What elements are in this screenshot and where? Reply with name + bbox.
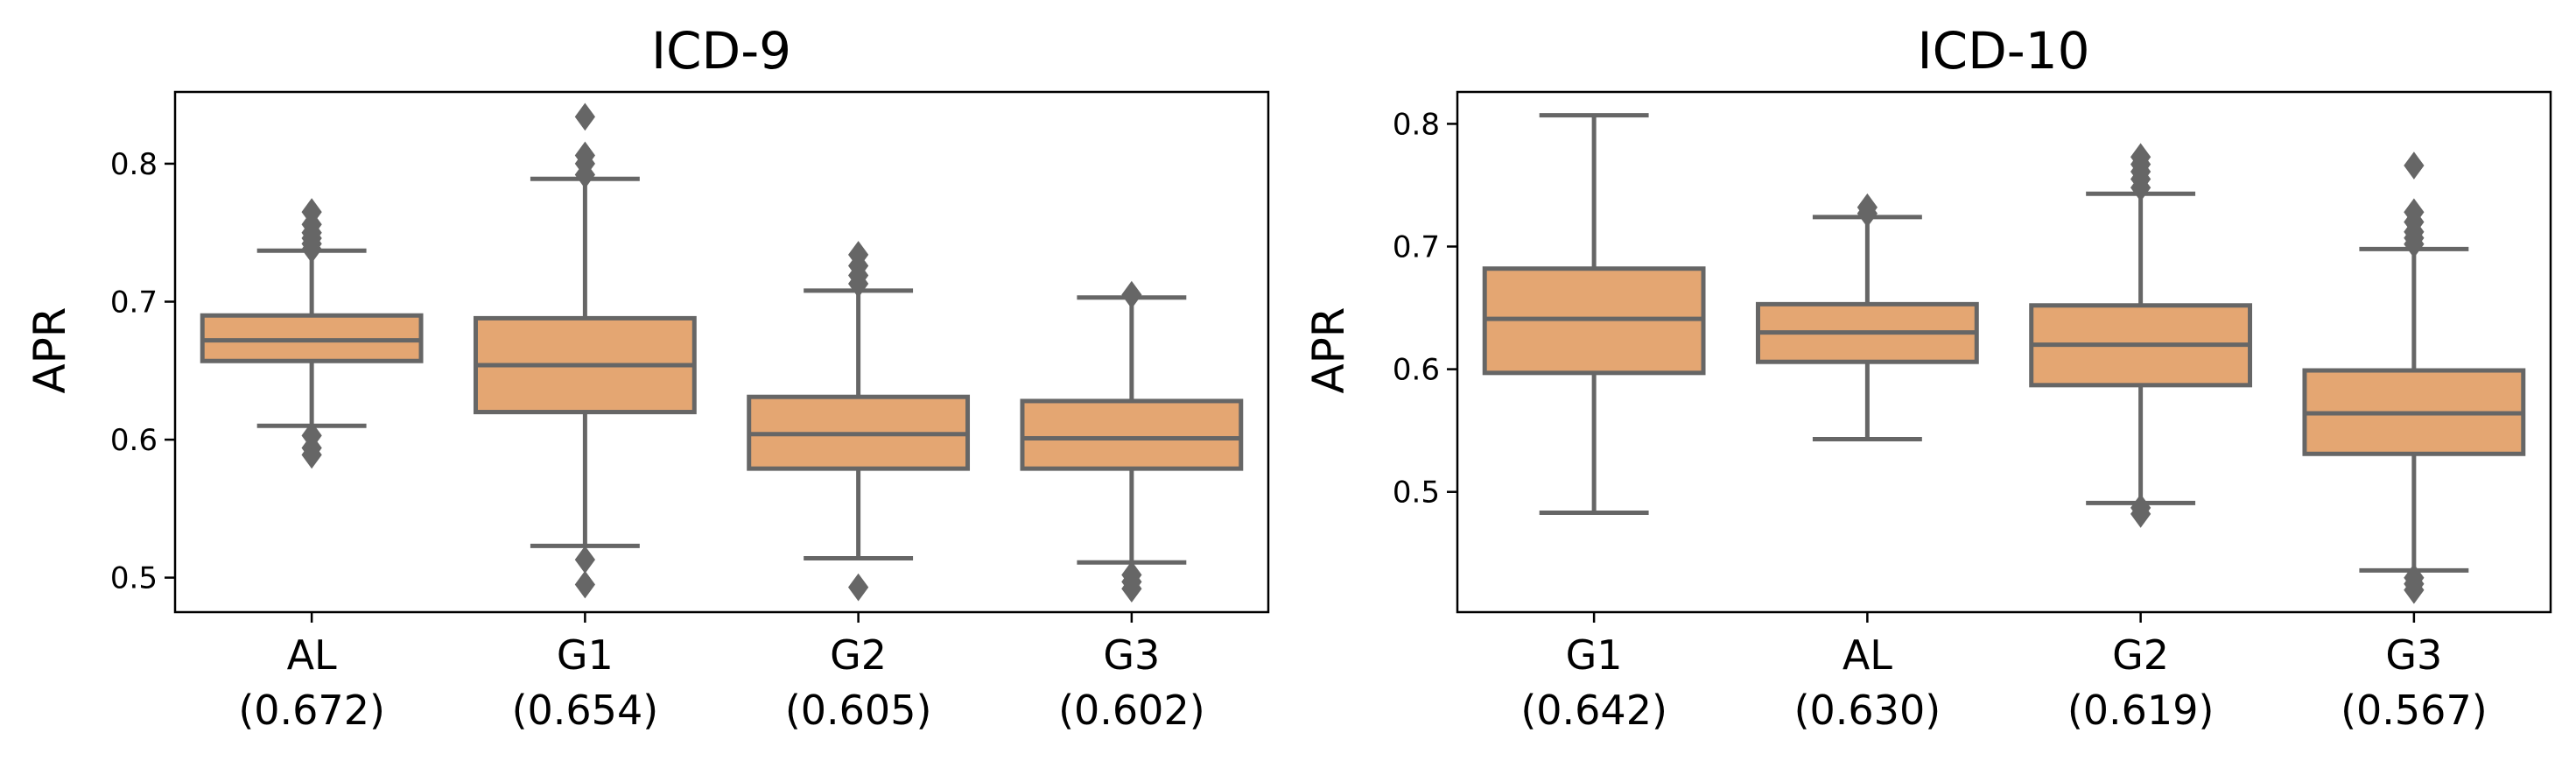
- outlier-point: [2404, 151, 2425, 180]
- outlier-point: [848, 241, 869, 269]
- outlier-point: [574, 141, 595, 170]
- icd9-x-ticks: AL (0.672) G1 (0.654) G2 (0.605) G3 (0.602): [238, 612, 1205, 734]
- outlier-point: [2404, 563, 2425, 592]
- icd9-plot-frame: [173, 90, 1270, 614]
- x-tick-sublabel: (0.630): [1794, 687, 1941, 734]
- outlier-point: [574, 570, 595, 599]
- outlier-point: [301, 421, 322, 450]
- icd10-title: ICD-10: [1918, 21, 2090, 81]
- outlier-point: [2130, 143, 2151, 172]
- y-tick-label: 0.5: [110, 561, 158, 596]
- outlier-point: [574, 102, 595, 131]
- x-tick-label: G3: [1103, 631, 1160, 679]
- y-tick-label: 0.8: [1393, 107, 1440, 142]
- y-tick-label: 0.7: [110, 285, 158, 320]
- outlier-point: [2130, 494, 2151, 522]
- x-tick-label: G2: [830, 631, 887, 679]
- x-tick-label: G3: [2385, 631, 2442, 679]
- x-tick-label: AL: [287, 631, 337, 679]
- outlier-point: [2404, 198, 2425, 227]
- x-tick-sublabel: (0.602): [1058, 687, 1205, 734]
- outlier-point: [1121, 280, 1142, 309]
- outlier-point: [1857, 193, 1878, 222]
- x-tick-sublabel: (0.619): [2067, 687, 2215, 734]
- icd9-boxes: [200, 102, 1244, 603]
- x-tick-label: G1: [557, 631, 614, 679]
- icd9-title: ICD-9: [651, 21, 791, 81]
- x-tick-label: G2: [2112, 631, 2169, 679]
- x-tick-label: AL: [1843, 631, 1892, 679]
- x-tick-sublabel: (0.605): [785, 687, 932, 734]
- outlier-point: [301, 198, 322, 226]
- x-tick-label: G1: [1566, 631, 1623, 679]
- outlier-point: [574, 546, 595, 574]
- outlier-point: [1121, 560, 1142, 589]
- x-tick-sublabel: (0.567): [2341, 687, 2488, 734]
- x-tick-sublabel: (0.672): [238, 687, 385, 734]
- y-tick-label: 0.6: [1393, 353, 1440, 388]
- icd10-panel: ICD-10 APR 0.5 0.6 0.7 0.8 G1 (0.642) AL (0.63…: [1303, 21, 2552, 734]
- icd10-x-ticks: G1 (0.642) AL (0.630) G2 (0.619) G3 (0.567): [1520, 612, 2488, 734]
- icd9-y-axis-label: APR: [25, 307, 75, 393]
- icd10-y-axis-label: APR: [1303, 307, 1354, 393]
- x-tick-sublabel: (0.642): [1520, 687, 1667, 734]
- icd10-boxes: [1482, 113, 2526, 604]
- y-tick-label: 0.6: [110, 423, 158, 458]
- x-tick-sublabel: (0.654): [512, 687, 659, 734]
- iqr-box: [1020, 398, 1244, 471]
- y-tick-label: 0.8: [110, 147, 158, 182]
- icd9-panel: ICD-9 APR 0.5 0.6 0.7 0.8 AL (0.672) G1 (0.654…: [25, 21, 1270, 734]
- y-tick-label: 0.5: [1393, 476, 1440, 511]
- icd10-plot-frame: [1456, 90, 2552, 614]
- icd10-y-ticks: 0.5 0.6 0.7 0.8: [1393, 107, 1457, 511]
- y-tick-label: 0.7: [1393, 230, 1440, 265]
- outlier-point: [848, 573, 869, 602]
- icd9-y-ticks: 0.5 0.6 0.7 0.8: [110, 147, 175, 596]
